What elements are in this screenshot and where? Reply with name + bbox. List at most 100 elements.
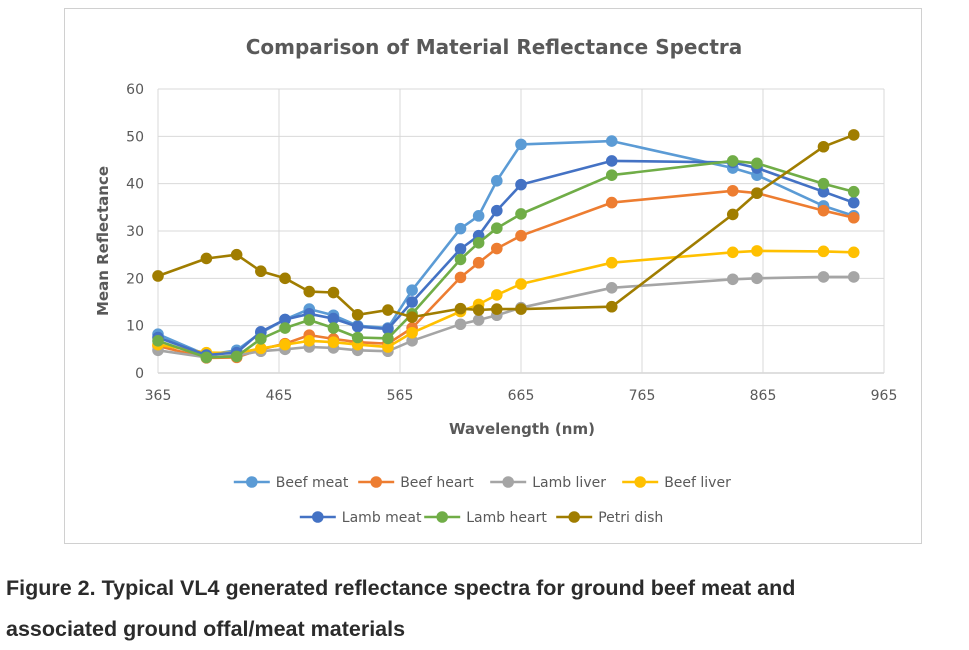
data-point-beef-liver <box>382 341 394 353</box>
data-point-lamb-meat <box>605 155 618 167</box>
data-point-lamb-liver <box>454 318 467 331</box>
data-point-lamb-meat <box>515 178 527 191</box>
data-point-petri-dish <box>605 300 618 313</box>
data-point-beef-liver <box>255 342 267 355</box>
data-point-petri-dish <box>327 286 340 299</box>
series-line-beef-meat <box>157 139 855 357</box>
data-point-lamb-liver <box>847 271 860 283</box>
data-point-petri-dish <box>472 304 485 316</box>
legend-swatch-marker <box>246 476 258 488</box>
figure-caption: Figure 2. Typical VL4 generated reflecta… <box>6 568 961 650</box>
series-petri-dish <box>152 129 860 323</box>
x-tick-label: 565 <box>387 388 414 404</box>
data-point-lamb-heart <box>327 322 340 334</box>
data-point-lamb-heart <box>817 177 830 190</box>
y-tick-label: 30 <box>126 224 144 240</box>
data-point-lamb-heart <box>279 322 291 334</box>
legend-swatch-marker <box>312 511 324 523</box>
series-lamb-meat <box>152 155 860 361</box>
caption-line-2: associated ground offal/meat materials <box>6 617 406 641</box>
legend-item-petri-dish: Petri dish <box>556 510 663 526</box>
data-point-lamb-heart <box>472 237 485 249</box>
x-tick-label: 965 <box>871 388 898 404</box>
legend-swatch-marker <box>436 511 449 523</box>
y-tick-label: 0 <box>135 366 144 382</box>
x-tick-label: 365 <box>145 388 172 404</box>
data-point-beef-liver <box>491 289 503 301</box>
data-point-lamb-heart <box>200 351 213 364</box>
data-point-lamb-liver <box>726 273 739 286</box>
data-point-lamb-liver <box>817 271 830 283</box>
data-point-lamb-meat <box>817 185 830 198</box>
data-point-petri-dish <box>303 285 316 298</box>
legend-label: Beef heart <box>400 475 474 491</box>
data-point-beef-heart <box>726 184 739 197</box>
data-point-lamb-heart <box>515 208 527 220</box>
legend-item-beef-liver: Beef liver <box>622 475 731 491</box>
x-axis-ticks: 365 465 565 665 765 865 965 <box>145 388 898 404</box>
data-point-beef-liver <box>327 336 340 349</box>
data-point-petri-dish <box>382 304 394 316</box>
legend-label: Lamb liver <box>532 475 606 491</box>
series-layer <box>152 129 860 364</box>
data-point-petri-dish <box>454 302 467 315</box>
chart-title: Comparison of Material Reflectance Spect… <box>246 35 743 59</box>
x-tick-label: 665 <box>508 388 535 404</box>
data-point-beef-liver <box>279 338 291 351</box>
x-tick-label: 865 <box>750 388 777 404</box>
legend-label: Beef liver <box>664 475 731 491</box>
data-point-petri-dish <box>200 252 213 265</box>
data-point-lamb-heart <box>382 332 394 345</box>
data-point-petri-dish <box>751 187 763 199</box>
legend-label: Beef meat <box>276 475 349 491</box>
caption-line-1: Figure 2. Typical VL4 generated reflecta… <box>6 576 796 600</box>
y-tick-label: 50 <box>126 129 144 145</box>
data-point-lamb-meat <box>847 196 860 209</box>
data-point-lamb-heart <box>751 157 763 170</box>
data-point-lamb-meat <box>279 313 291 326</box>
legend-swatch-marker <box>568 511 580 523</box>
data-point-petri-dish <box>255 265 267 278</box>
data-point-beef-liver <box>515 278 527 290</box>
legend-swatch-marker <box>370 476 383 488</box>
data-point-lamb-heart <box>847 185 860 198</box>
series-lamb-heart <box>152 155 860 364</box>
data-point-lamb-heart <box>303 314 316 326</box>
series-beef-liver <box>152 245 860 359</box>
data-point-petri-dish <box>351 308 364 321</box>
x-axis-label: Wavelength (nm) <box>449 420 595 438</box>
chart-frame: Comparison of Material Reflectance Spect… <box>64 8 922 544</box>
x-tick-label: 765 <box>629 388 656 404</box>
y-tick-label: 40 <box>126 177 144 193</box>
legend-label: Lamb meat <box>342 510 422 526</box>
data-point-beef-heart <box>515 229 527 242</box>
data-point-lamb-heart <box>605 169 618 181</box>
data-point-lamb-meat <box>491 204 503 217</box>
x-tick-label: 465 <box>266 388 293 404</box>
data-point-petri-dish <box>817 140 830 153</box>
data-point-beef-meat <box>515 138 527 151</box>
reflectance-chart: Comparison of Material Reflectance Spect… <box>94 35 898 526</box>
data-point-lamb-meat <box>454 243 467 255</box>
legend-item-lamb-heart: Lamb heart <box>424 510 547 526</box>
data-point-petri-dish <box>152 270 164 282</box>
legend-swatch-marker <box>502 476 514 488</box>
data-point-lamb-heart <box>491 222 503 234</box>
y-tick-label: 20 <box>126 271 144 287</box>
legend-item-beef-meat: Beef meat <box>233 475 349 491</box>
data-point-lamb-liver <box>605 282 618 294</box>
data-point-petri-dish <box>515 303 527 315</box>
data-point-beef-liver <box>751 245 763 257</box>
data-point-lamb-liver <box>406 335 418 347</box>
y-axis-ticks: 0 10 20 30 40 50 60 <box>126 82 144 382</box>
data-point-lamb-meat <box>351 320 364 333</box>
legend-item-lamb-liver: Lamb liver <box>490 475 606 491</box>
data-point-lamb-meat <box>382 323 394 335</box>
data-point-lamb-heart <box>152 335 164 347</box>
legend-item-beef-heart: Beef heart <box>358 475 474 491</box>
data-point-petri-dish <box>726 208 739 221</box>
legend-label: Petri dish <box>598 510 663 526</box>
data-point-lamb-heart <box>351 331 364 344</box>
data-point-lamb-liver <box>751 272 763 285</box>
data-point-petri-dish <box>279 272 291 285</box>
